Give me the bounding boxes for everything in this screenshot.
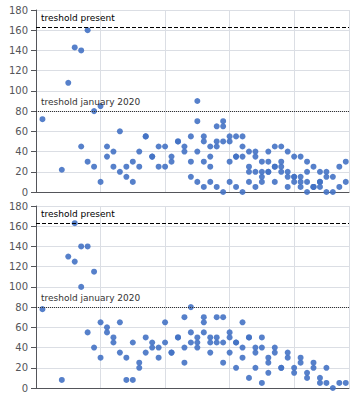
svg-text:treshold january 2020: treshold january 2020 [41, 293, 141, 303]
svg-text:80: 80 [15, 302, 28, 313]
svg-text:60: 60 [15, 126, 28, 137]
svg-text:100: 100 [9, 85, 28, 96]
svg-text:100: 100 [9, 281, 28, 292]
svg-text:160: 160 [9, 25, 28, 36]
svg-text:40: 40 [15, 146, 28, 157]
svg-text:140: 140 [9, 45, 28, 56]
svg-text:60: 60 [15, 322, 28, 333]
svg-text:0: 0 [22, 187, 28, 198]
svg-text:120: 120 [9, 65, 28, 76]
svg-text:80: 80 [15, 106, 28, 117]
svg-text:treshold january 2020: treshold january 2020 [41, 97, 141, 107]
svg-text:140: 140 [9, 241, 28, 252]
svg-text:20: 20 [15, 362, 28, 373]
svg-text:40: 40 [15, 342, 28, 353]
svg-text:120: 120 [9, 261, 28, 272]
svg-text:20: 20 [15, 166, 28, 177]
svg-text:180: 180 [9, 201, 28, 212]
svg-text:0: 0 [22, 383, 28, 394]
svg-text:treshold present: treshold present [41, 13, 115, 23]
svg-text:treshold present: treshold present [41, 209, 115, 219]
svg-text:180: 180 [9, 5, 28, 16]
svg-text:160: 160 [9, 221, 28, 232]
